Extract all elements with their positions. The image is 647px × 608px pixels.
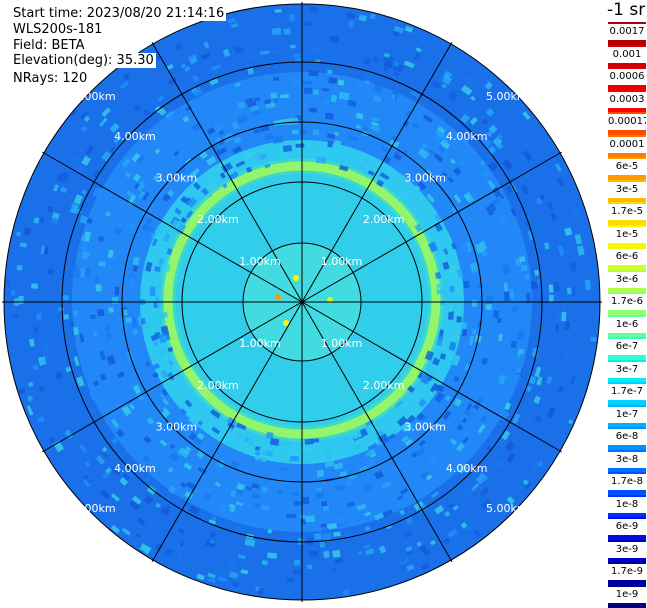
range-labels: 1.00km 1.00km 1.00km 1.00km 2.00km 2.00km 2.00…	[74, 90, 528, 515]
range-label: 3.00km	[404, 420, 446, 433]
range-label: 5.00km	[74, 502, 116, 515]
azimuth-spoke	[151, 41, 453, 563]
colorbar-label: 3e-7	[608, 361, 646, 378]
range-label: 3.00km	[156, 172, 198, 185]
colorbar-label: 1.7e-7	[608, 384, 646, 400]
range-label: 5.00km	[486, 90, 528, 103]
range-label: 4.00km	[114, 462, 156, 475]
colorbar-label: 3e-9	[608, 541, 646, 558]
colorbar-label: 1e-5	[608, 226, 646, 243]
range-label: 2.00km	[197, 379, 239, 392]
colorbar-label: 0.001	[608, 46, 646, 63]
colorbar-label: 1.7e-9	[608, 564, 646, 580]
colorbar-label: 0.0001	[608, 136, 646, 153]
nrays-label: NRays: 120	[11, 71, 90, 86]
range-label: 1.00km	[239, 255, 281, 268]
colorbar-label: 6e-9	[608, 519, 646, 535]
colorbar-label: 1e-8	[608, 496, 646, 513]
colorbar-label: 0.0003	[608, 91, 646, 108]
colorbar-label: 3e-6	[608, 271, 646, 288]
range-label: 3.00km	[404, 172, 446, 185]
start-time-label: Start time: 2023/08/20 21:14:16	[11, 6, 227, 21]
colorbar-label: 1.7e-5	[608, 204, 646, 220]
range-label: 3.00km	[156, 420, 198, 433]
range-label: 1.00km	[321, 255, 363, 268]
colorbar-label: 6e-6	[608, 249, 646, 265]
colorbar-label: 1e-7	[608, 406, 646, 423]
range-label: 4.00km	[114, 130, 156, 143]
colorbar-title: -1 sr	[607, 0, 646, 20]
elevation-label: Elevation(deg): 35.30	[11, 53, 156, 68]
colorbar-label: 1.7e-8	[608, 474, 646, 490]
azimuth-spokes	[2, 2, 602, 602]
colorbar-label: 1.7e-6	[608, 294, 646, 310]
colorbar-label: 6e-7	[608, 339, 646, 355]
colorbar-label: 3e-8	[608, 451, 646, 468]
colorbar-label: 0.0006	[608, 69, 646, 85]
colorbar-label: 3e-5	[608, 181, 646, 198]
instrument-label: WLS200s-181	[11, 22, 105, 37]
range-label: 5.00km	[486, 502, 528, 515]
colorbar-label: 0.0017	[608, 24, 646, 40]
colorbar-label: 1e-6	[608, 316, 646, 333]
colorbar-label: 0.00017	[608, 114, 646, 130]
range-label: 1.00km	[321, 337, 363, 350]
range-label: 2.00km	[363, 379, 405, 392]
range-label: 1.00km	[239, 337, 281, 350]
range-label: 4.00km	[446, 130, 488, 143]
range-label: 2.00km	[197, 213, 239, 226]
colorbar-label: 1e-9	[608, 586, 646, 603]
range-label: 4.00km	[446, 462, 488, 475]
field-label: Field: BETA	[11, 38, 87, 53]
colorbar-label: 6e-5	[608, 159, 646, 175]
range-label: 5.00km	[74, 90, 116, 103]
range-label: 2.00km	[363, 213, 405, 226]
ppi-scan-plot: 1.00km 1.00km 1.00km 1.00km 2.00km 2.00km 2.00…	[2, 2, 602, 602]
colorbar-label: 6e-8	[608, 429, 646, 445]
